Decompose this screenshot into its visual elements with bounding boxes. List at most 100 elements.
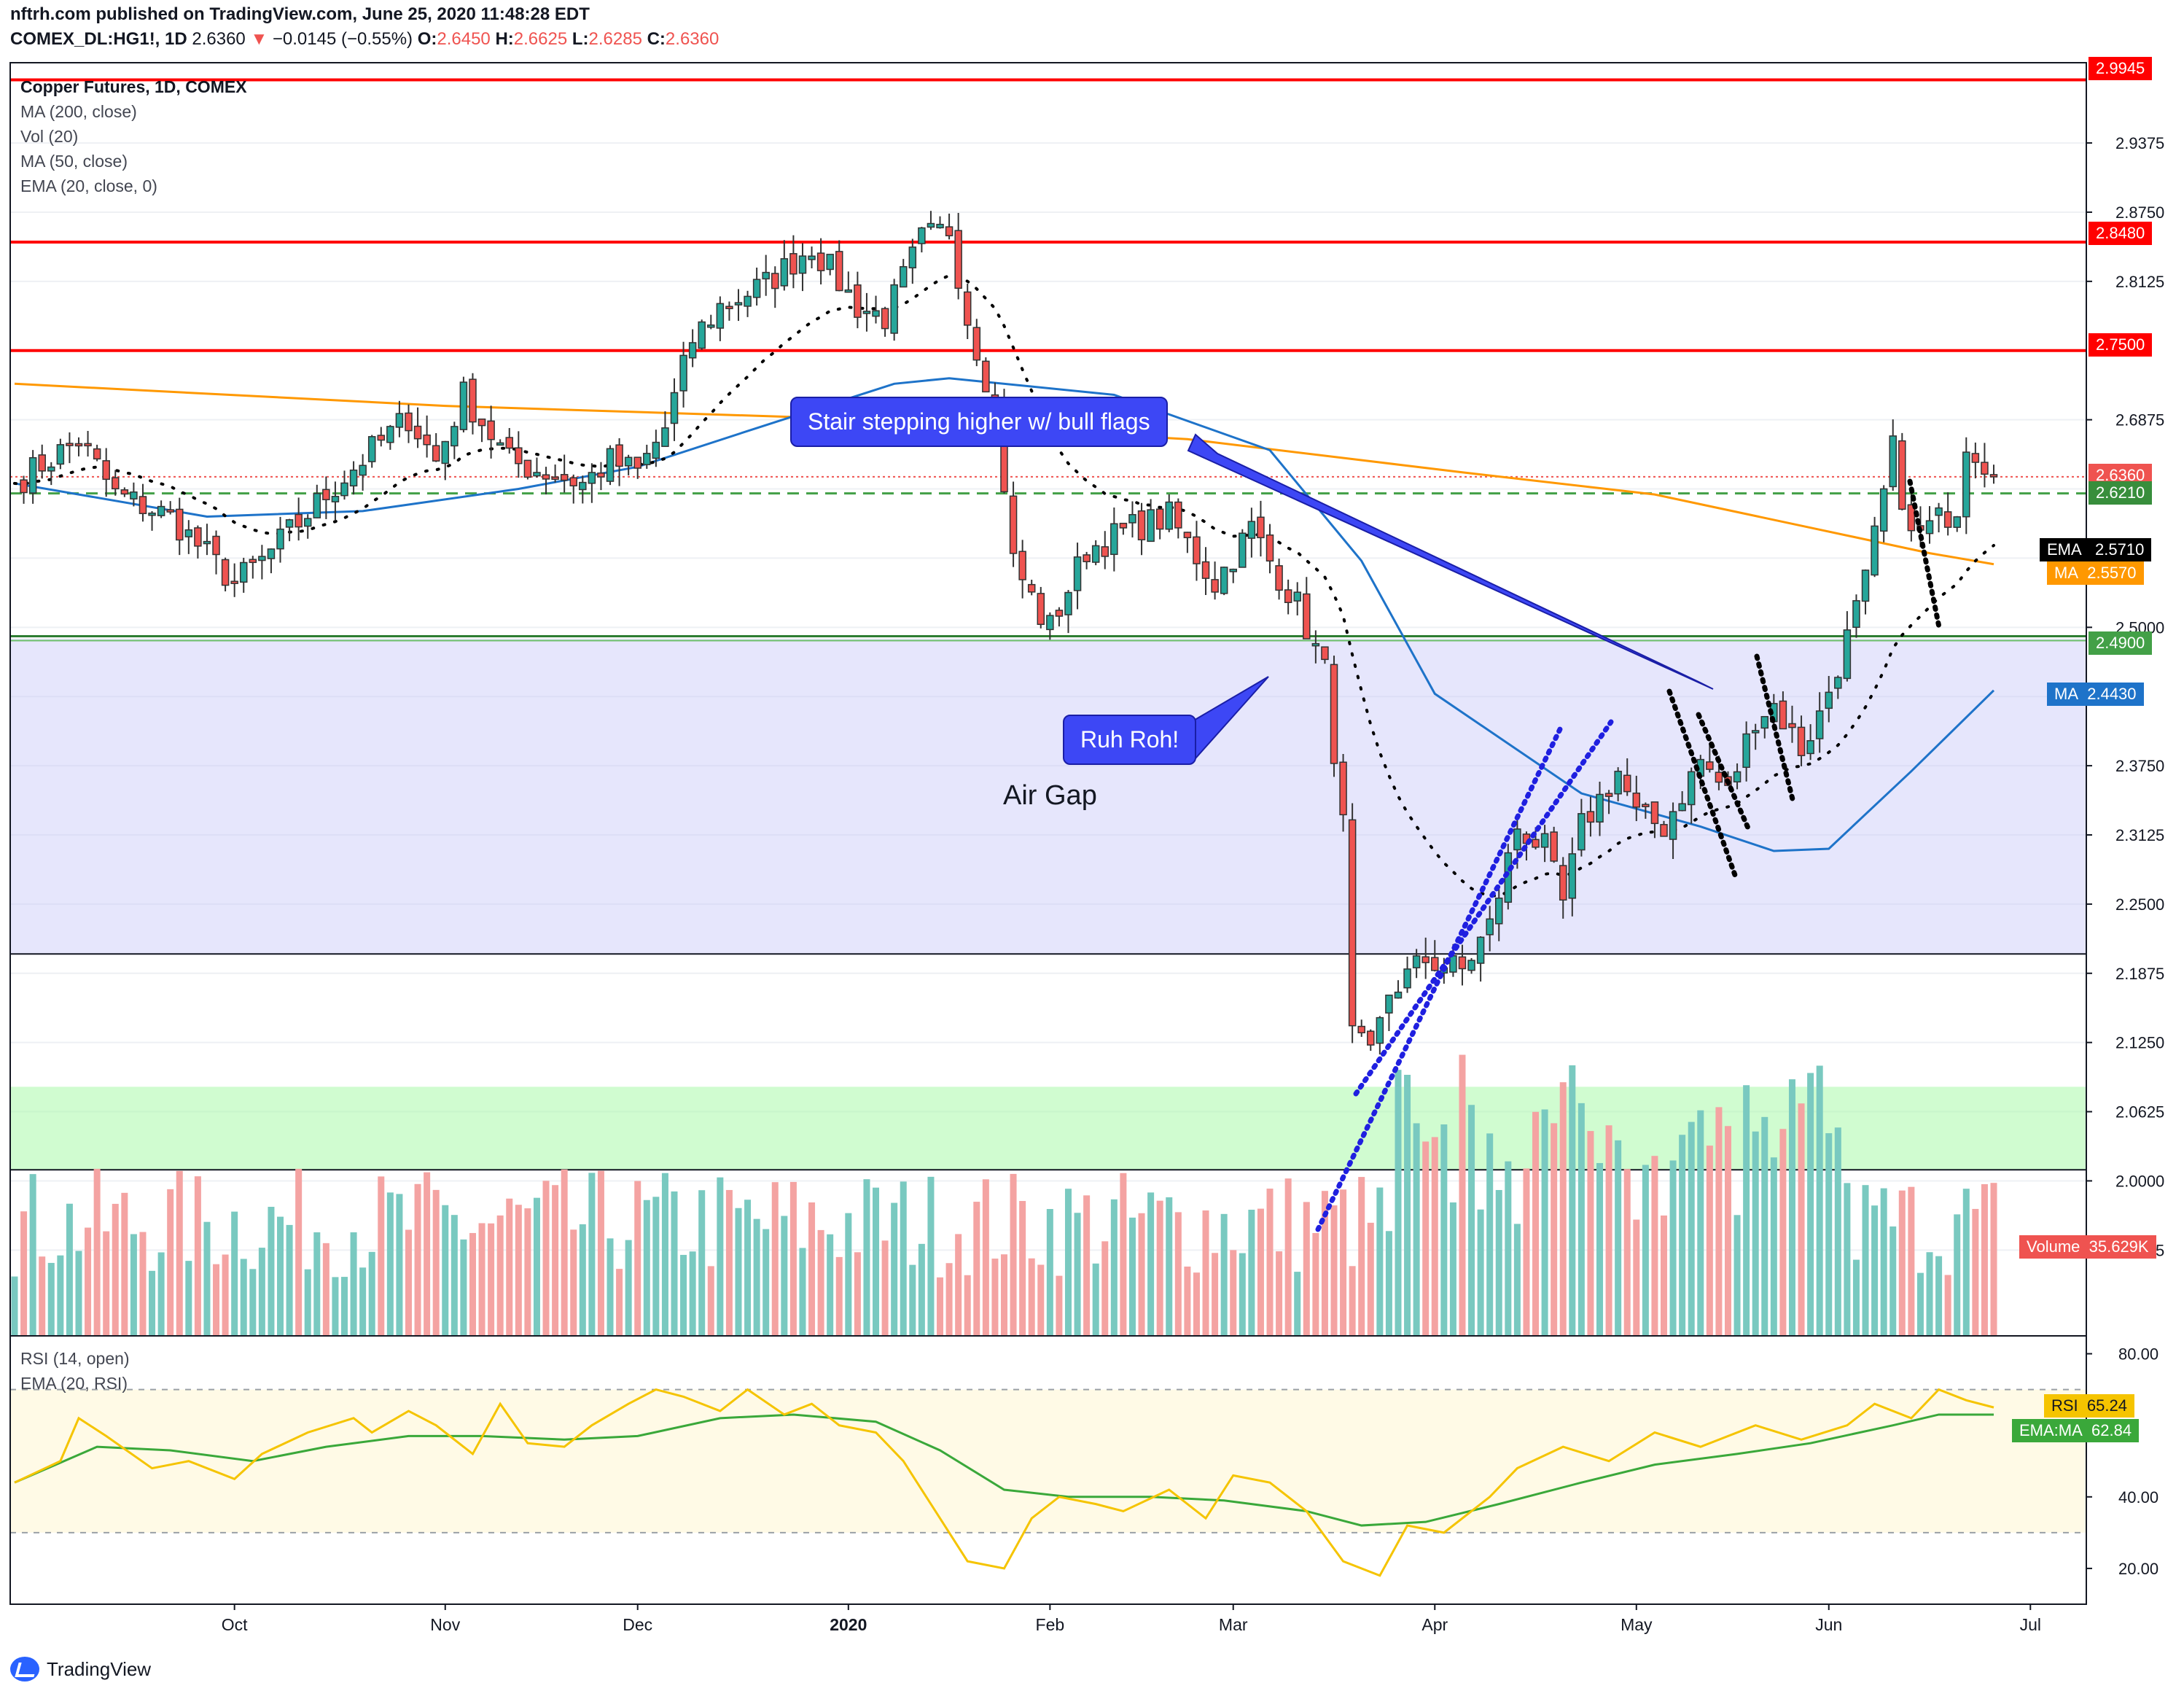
volume-bar [579,1224,586,1336]
symbol[interactable]: COMEX_DL:HG1!, 1D [10,29,187,49]
legend-ema[interactable]: EMA (20, close, 0) [20,176,157,195]
volume-bar [1266,1189,1274,1336]
volume-bar [763,1229,770,1336]
volume-bar [643,1200,650,1336]
legend-rsi[interactable]: RSI (14, open) [20,1349,130,1368]
candle-body [707,324,715,328]
flag-line-1 [1666,688,1738,878]
candle [405,404,413,443]
candle-body [1229,568,1237,572]
volume-bar [725,1189,733,1336]
candle [652,429,660,467]
candle-body [688,342,697,359]
volume-bar [460,1239,467,1336]
candle [1073,543,1082,610]
candle [1174,498,1182,539]
candle [1064,590,1072,634]
rsi-band [10,1389,2086,1533]
candle-body [1467,960,1475,971]
candle [633,456,641,479]
candle-body [1678,803,1686,812]
candle [212,530,220,575]
callout-ruh-roh[interactable]: Ruh Roh! [1063,715,1197,765]
volume-bar [881,1240,889,1336]
volume-bar [469,1232,476,1336]
tag-ma50-label: MA [2054,685,2078,703]
price-tick-label: 2.8750 [2115,203,2164,222]
volume-bar [1202,1210,1209,1336]
candle [1586,796,1595,837]
candle [963,283,972,340]
volume-bar [937,1277,944,1336]
volume-bar [1880,1188,1887,1336]
candle-body [102,460,110,481]
candle [661,411,669,447]
tag-ma200: MA 2.5570 [2047,561,2144,585]
legend-rsi-ema[interactable]: EMA (20, RSI) [20,1374,128,1393]
candle [1632,775,1641,822]
candle [413,407,422,448]
volume-bar [1440,1124,1448,1336]
ma50-line [14,377,1995,852]
candle [927,211,935,230]
volume-bar [1834,1127,1841,1336]
candle [808,246,816,268]
legend-vol[interactable]: Vol (20) [20,127,79,146]
candle-body [377,435,386,441]
candle-body [1458,956,1467,970]
candle-body [194,527,202,547]
candle-body [1293,591,1301,602]
volume-bar [103,1231,110,1336]
candle-body [1596,793,1604,823]
candle-body [84,443,92,447]
volume-bar [359,1267,367,1336]
candle-body [963,291,972,326]
legend-ma50[interactable]: MA (50, close) [20,152,128,171]
candle-body [936,223,944,229]
symbol-line: COMEX_DL:HG1!, 1D 2.6360 ▼ −0.0145 (−0.5… [10,29,719,50]
open-label: O: [417,29,437,49]
candle-body [816,252,825,271]
candle [1367,1029,1375,1051]
tag-ema: EMA 2.5710 [2040,538,2152,561]
volume-bar [827,1234,834,1336]
volume-bar [1184,1266,1191,1336]
candle [1165,494,1174,532]
candle-body [487,420,495,440]
candle [295,497,303,541]
candle-body [1027,583,1036,593]
candle [1889,419,1897,491]
volume-bar [85,1227,92,1336]
volume-bar [1513,1224,1521,1336]
candle [1083,551,1091,569]
candle-body [1797,726,1806,756]
volume-bar [1862,1185,1869,1336]
callout-bull-flags[interactable]: Stair stepping higher w/ bull flags [790,397,1168,447]
candle [1293,582,1301,615]
volume-bar [368,1251,375,1336]
volume-bar [1284,1178,1292,1336]
candle-body [166,509,174,513]
legend-title[interactable]: Copper Futures, 1D, COMEX [20,77,247,96]
volume-bar [1340,1189,1347,1336]
candle-body [1247,521,1256,539]
candle [1797,715,1806,766]
candle [239,557,248,593]
volume-bar [332,1277,339,1336]
volume-bar [955,1234,962,1336]
footer-brand[interactable]: TradingView [10,1657,151,1681]
volume-bar [222,1254,229,1336]
price-candles [20,211,1998,1055]
volume-bar [157,1252,165,1336]
volume-bar [991,1259,999,1336]
candle-body [972,327,981,361]
volume-bar [616,1269,623,1336]
candle [1110,508,1118,572]
volume-bar [1312,1232,1319,1336]
volume-bar [707,1266,714,1336]
legend-ma200[interactable]: MA (200, close) [20,102,137,121]
volume-bar [717,1177,724,1336]
candle [139,483,147,522]
volume-bar [1349,1266,1356,1336]
candle [1751,723,1760,750]
